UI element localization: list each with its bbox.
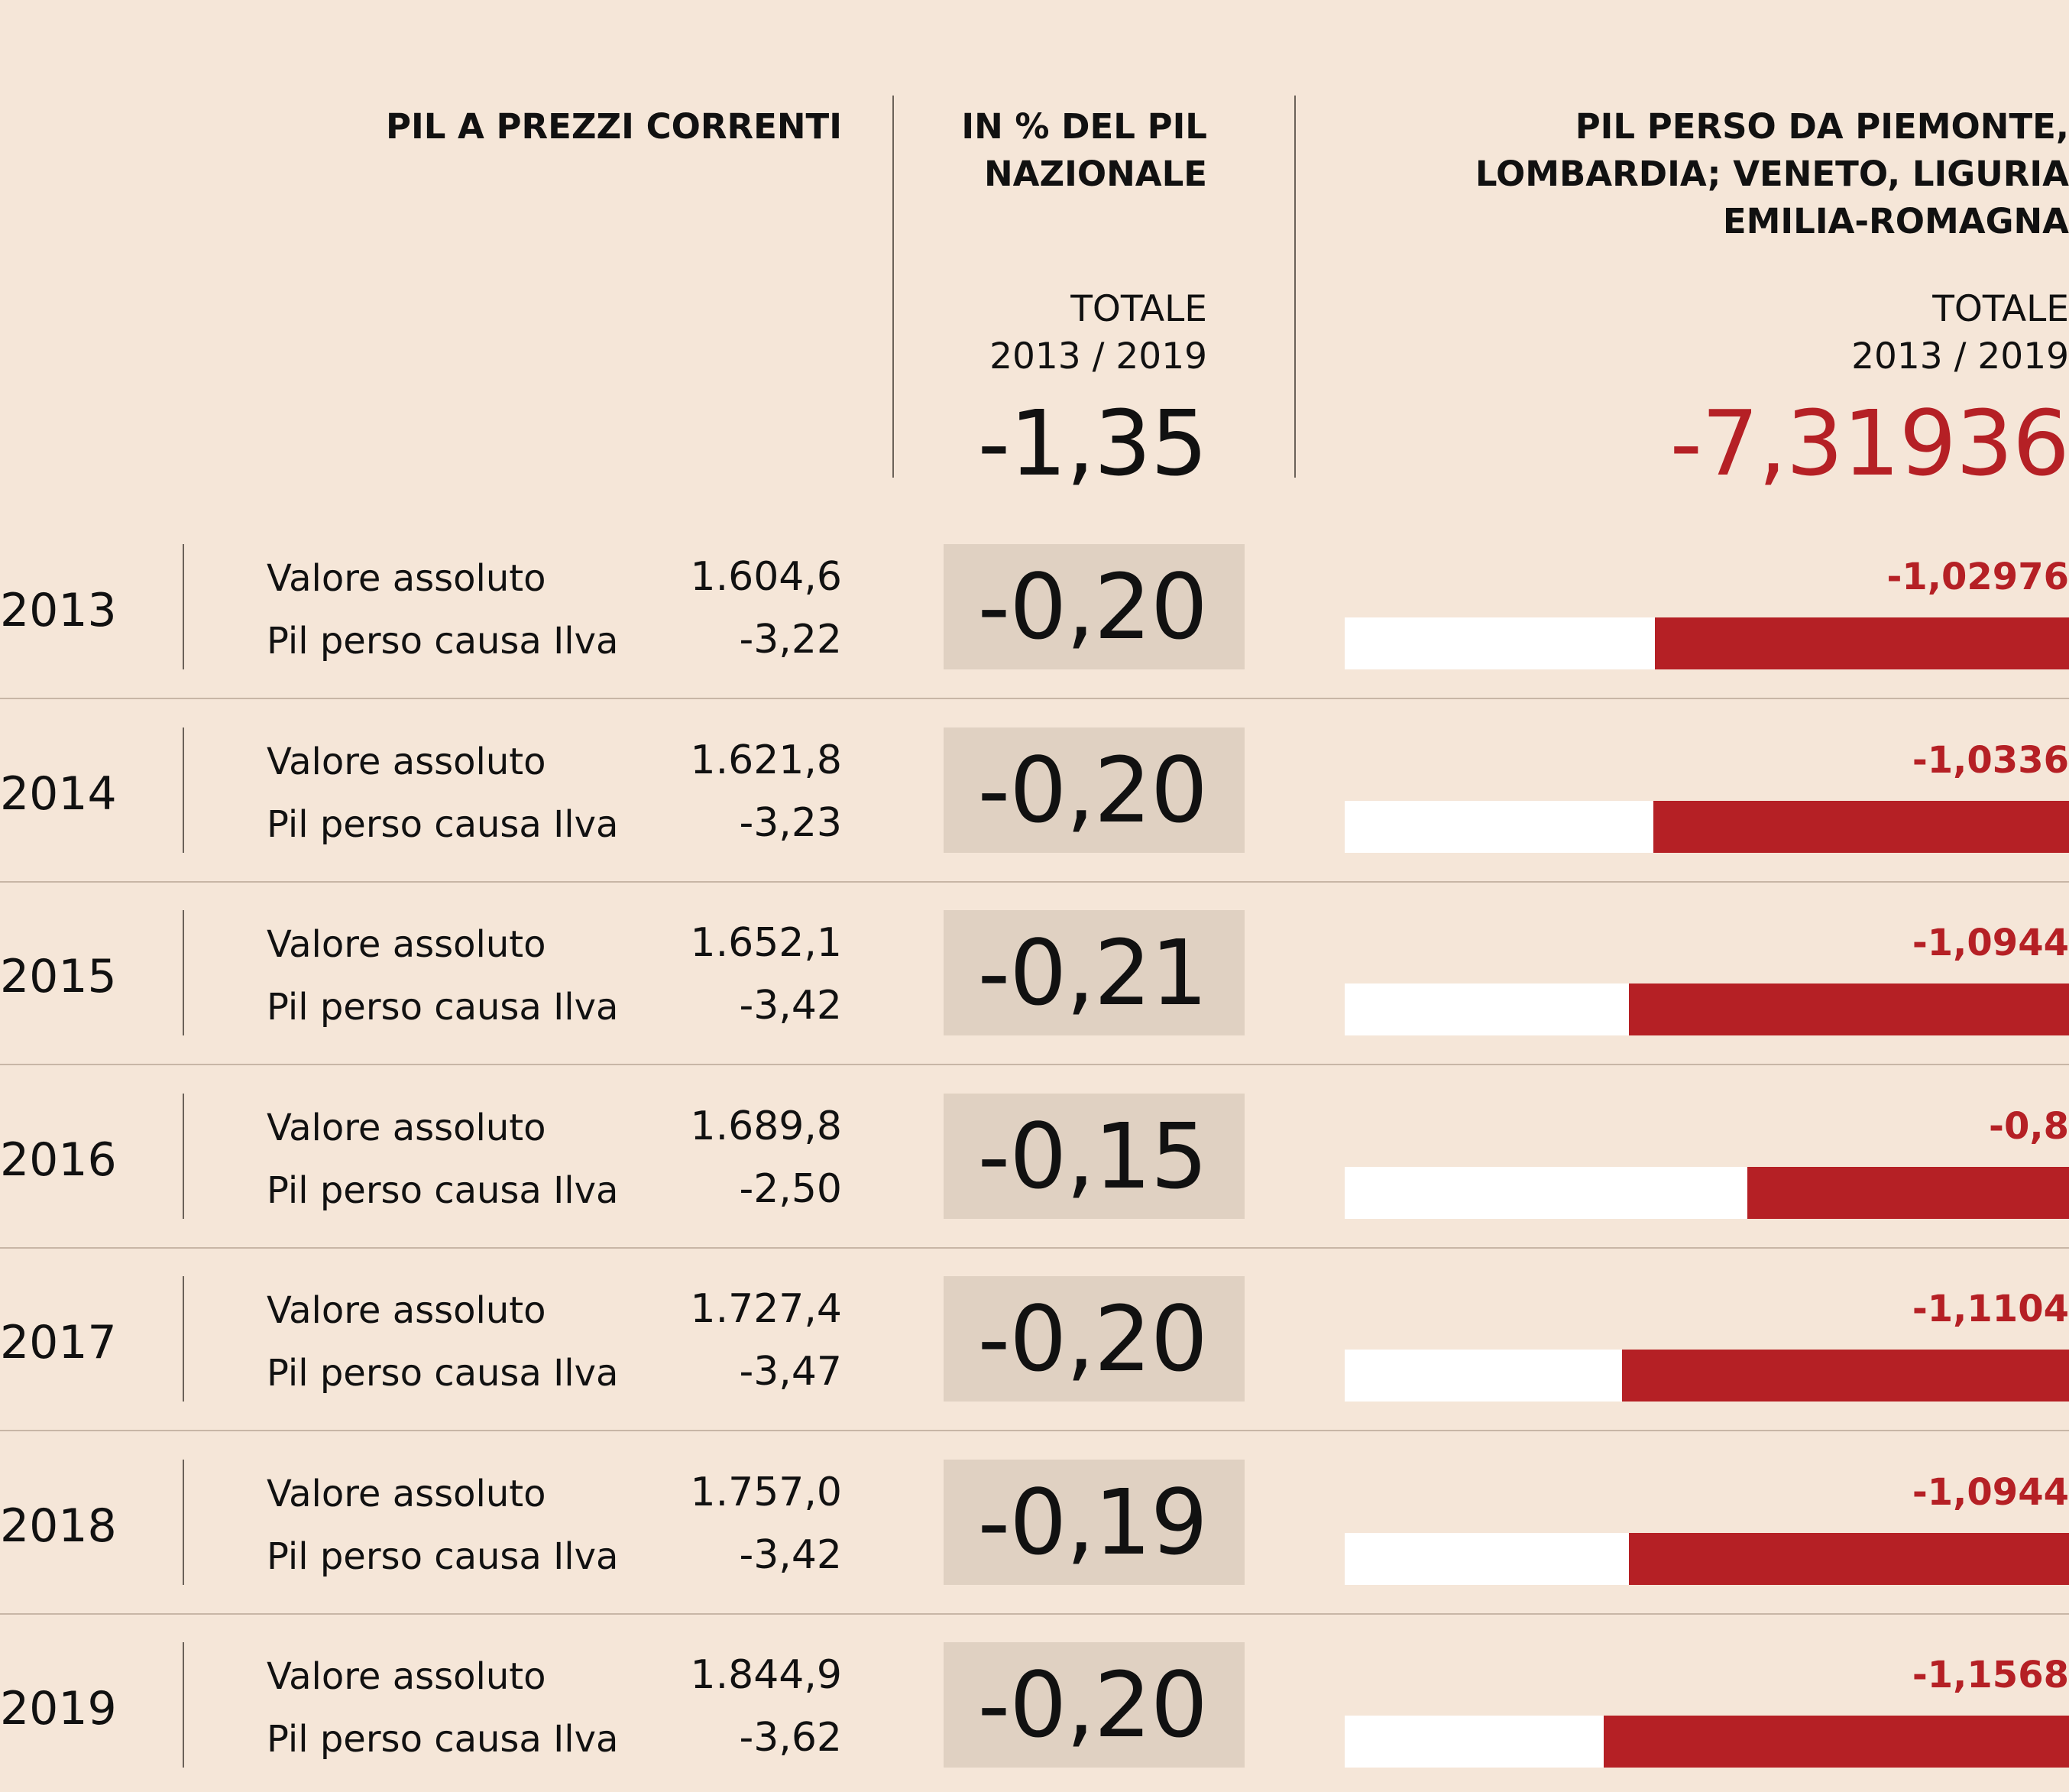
row-percent-box <box>944 544 1245 669</box>
row-separator <box>0 698 2069 699</box>
row-value-absolute: 1.621,8 <box>690 737 842 783</box>
row-separator <box>0 1064 2069 1065</box>
row-value-absolute: 1.727,4 <box>690 1286 842 1332</box>
row-value-lost: -3,23 <box>739 799 842 846</box>
row-value-lost: -3,22 <box>739 617 842 663</box>
header-percent-total-period: 2013 / 2019 <box>989 335 1207 378</box>
row-percent-box <box>944 1276 1245 1402</box>
row-north-label: -1,0944 <box>1912 1470 2069 1514</box>
row-label-absolute: Valore assoluto <box>267 1472 546 1515</box>
row-bar <box>1655 617 2069 669</box>
header-north-total-value: -7,31936 <box>1669 390 2069 496</box>
row-value-lost: -2,50 <box>739 1165 842 1212</box>
row-year-divider <box>183 544 184 669</box>
row-north-label: -0,8 <box>1989 1104 2069 1148</box>
header-percent-line2: NAZIONALE <box>983 154 1207 194</box>
row-bar <box>1653 800 2069 853</box>
row-label-absolute: Valore assoluto <box>267 1655 546 1698</box>
header-divider-2 <box>1294 96 1296 478</box>
header-percent-line1: IN % DEL PIL <box>961 106 1207 147</box>
row-year-divider <box>183 910 184 1035</box>
row-bar <box>1622 1350 2069 1402</box>
row-separator <box>0 1430 2069 1431</box>
row-label-lost: Pil perso causa Ilva <box>267 1718 619 1761</box>
row-year: 2019 <box>0 1682 117 1735</box>
header-north-total-label: TOTALE <box>1932 288 2069 330</box>
row-bar <box>1629 983 2069 1035</box>
row-year-divider <box>183 727 184 853</box>
row-value-absolute: 1.652,1 <box>690 920 842 966</box>
header-north-total-period: 2013 / 2019 <box>1851 335 2069 378</box>
row-year: 2017 <box>0 1316 117 1369</box>
row-percent-box <box>944 1642 1245 1768</box>
row-label-lost: Pil perso causa Ilva <box>267 1352 619 1395</box>
row-north-label: -1,1568 <box>1912 1654 2069 1696</box>
header-percent-total-value: -1,35 <box>977 390 1208 496</box>
row-year: 2015 <box>0 950 117 1003</box>
row-north-label: -1,1104 <box>1912 1288 2069 1330</box>
row-percent-value: -0,15 <box>977 1103 1208 1209</box>
row-separator <box>0 1612 2069 1615</box>
row-label-absolute: Valore assoluto <box>267 923 546 966</box>
row-year: 2014 <box>0 766 117 821</box>
row-bar <box>1747 1166 2069 1219</box>
row-label-lost: Pil perso causa Ilva <box>267 1534 619 1578</box>
header-pil-prezzi-correnti: PIL A PREZZI CORRENTI <box>385 106 842 147</box>
row-label-lost: Pil perso causa Ilva <box>267 986 619 1029</box>
row-year-divider <box>183 1093 184 1219</box>
row-bar <box>1604 1716 2069 1768</box>
row-label-absolute: Valore assoluto <box>267 557 546 600</box>
row-label-lost: Pil perso causa Ilva <box>267 620 619 663</box>
row-year: 2013 <box>0 584 117 637</box>
row-label-absolute: Valore assoluto <box>267 740 546 783</box>
row-percent-value: -0,20 <box>977 737 1208 843</box>
row-year-divider <box>183 1642 184 1768</box>
header-divider-1 <box>892 96 894 478</box>
row-percent-value: -0,21 <box>977 920 1208 1026</box>
row-value-lost: -3,62 <box>739 1715 842 1761</box>
row-value-absolute: 1.689,8 <box>690 1103 842 1149</box>
header-percent-total-label: TOTALE <box>1070 288 1207 330</box>
row-label-absolute: Valore assoluto <box>267 1289 546 1332</box>
row-bar <box>1629 1532 2069 1585</box>
row-value-lost: -3,47 <box>739 1349 842 1395</box>
header-north-line3: EMILIA-ROMAGNA <box>1722 201 2069 241</box>
row-value-absolute: 1.844,9 <box>690 1652 842 1698</box>
row-label-absolute: Valore assoluto <box>267 1106 546 1149</box>
row-percent-value: -0,20 <box>977 554 1208 659</box>
row-value-absolute: 1.757,0 <box>690 1469 842 1515</box>
row-percent-value: -0,19 <box>977 1469 1208 1575</box>
row-percent-box <box>944 1459 1245 1585</box>
row-north-label: -1,0944 <box>1912 922 2069 964</box>
row-percent-box <box>944 910 1245 1035</box>
row-north-label: -1,02976 <box>1886 556 2069 598</box>
row-year: 2016 <box>0 1133 117 1187</box>
row-label-lost: Pil perso causa Ilva <box>267 802 619 846</box>
row-percent-box <box>944 1093 1245 1219</box>
row-north-label: -1,0336 <box>1912 738 2069 782</box>
header-north-line2: LOMBARDIA; VENETO, LIGURIA <box>1475 154 2069 194</box>
row-year-divider <box>183 1276 184 1402</box>
row-separator <box>0 1246 2069 1249</box>
row-value-lost: -3,42 <box>739 1531 842 1578</box>
row-year: 2018 <box>0 1499 117 1553</box>
row-percent-box <box>944 727 1245 853</box>
row-percent-value: -0,20 <box>977 1286 1208 1392</box>
row-year-divider <box>183 1459 184 1585</box>
row-value-absolute: 1.604,6 <box>690 554 842 600</box>
row-percent-value: -0,20 <box>977 1652 1208 1758</box>
row-value-lost: -3,42 <box>739 983 842 1029</box>
row-label-lost: Pil perso causa Ilva <box>267 1168 619 1212</box>
row-separator <box>0 880 2069 883</box>
header-north-line1: PIL PERSO DA PIEMONTE, <box>1575 106 2069 147</box>
